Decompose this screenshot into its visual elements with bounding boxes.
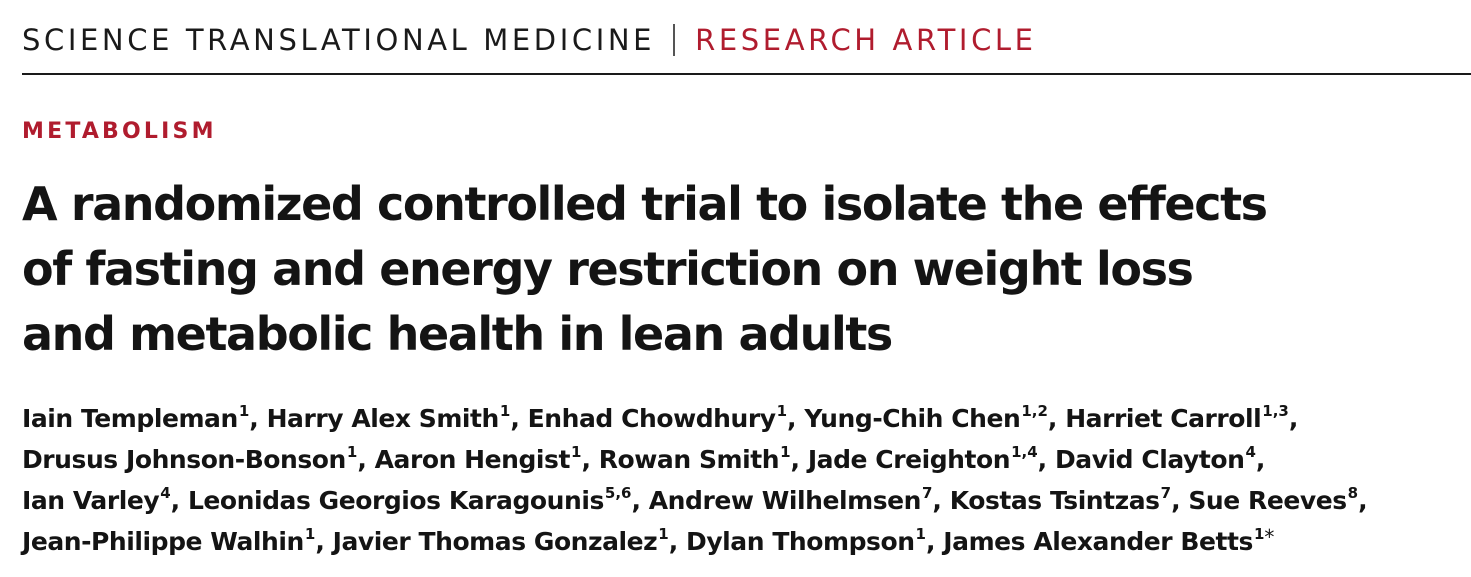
author-name: Harriet Carroll1,3 (1065, 402, 1289, 434)
affiliation-mark: 1 (1253, 525, 1265, 543)
affiliation-mark: 1,4 (1011, 443, 1038, 461)
author-name: Drusus Johnson-Bonson1 (22, 443, 358, 475)
affiliation-mark: 1,2 (1021, 402, 1048, 420)
author-name: Harry Alex Smith1 (266, 402, 511, 434)
author-name: Dylan Thompson1 (686, 525, 926, 557)
author-name: Rowan Smith1 (598, 443, 791, 475)
affiliation-mark: 1 (499, 402, 511, 420)
author-name: Sue Reeves8 (1188, 484, 1359, 516)
affiliation-mark: 1 (658, 525, 669, 543)
affiliation-mark: 7 (1160, 484, 1172, 502)
journal-name: SCIENCE TRANSLATIONAL MEDICINE (22, 23, 656, 57)
journal-header: SCIENCE TRANSLATIONAL MEDICINE RESEARCH … (22, 20, 1037, 60)
affiliation-mark: 1 (238, 402, 250, 420)
author-line: Iain Templeman1, Harry Alex Smith1, Enha… (22, 402, 1298, 434)
author-name: Enhad Chowdhury1 (527, 402, 788, 434)
corresponding-author-mark: * (1264, 525, 1274, 549)
title-line: A randomized controlled trial to isolate… (22, 177, 1268, 231)
affiliation-mark: 4 (1245, 443, 1256, 461)
affiliation-mark: 1 (780, 443, 791, 461)
affiliation-mark: 7 (921, 484, 933, 502)
header-rule (22, 73, 1471, 75)
affiliation-mark: 5,6 (604, 484, 632, 502)
author-name: Kostas Tsintzas7 (949, 484, 1172, 516)
affiliation-mark: 1 (776, 402, 788, 420)
title-line: and metabolic health in lean adults (22, 307, 893, 361)
article-title: A randomized controlled trial to isolate… (22, 172, 1268, 367)
affiliation-mark: 1 (571, 443, 582, 461)
author-list: Iain Templeman1, Harry Alex Smith1, Enha… (22, 398, 1462, 562)
affiliation-mark: 8 (1347, 484, 1359, 502)
article-type: RESEARCH ARTICLE (695, 23, 1037, 57)
author-name: Ian Varley4 (22, 484, 171, 516)
affiliation-mark: 1 (304, 525, 316, 543)
author-name: David Clayton4 (1054, 443, 1256, 475)
affiliation-mark: 1,3 (1262, 402, 1289, 420)
author-name: Andrew Wilhelmsen7 (648, 484, 933, 516)
section-label: METABOLISM (22, 119, 217, 144)
author-name: Iain Templeman1 (22, 402, 250, 434)
author-name: Yung-Chih Chen1,2 (804, 402, 1048, 434)
title-line: of fasting and energy restriction on wei… (22, 242, 1194, 296)
author-name: Jean-Philippe Walhin1 (22, 525, 316, 557)
author-name: Aaron Hengist1 (374, 443, 582, 475)
author-name: Javier Thomas Gonzalez1 (332, 525, 669, 557)
affiliation-mark: 1 (915, 525, 926, 543)
affiliation-mark: 4 (160, 484, 171, 502)
author-name: James Alexander Betts1* (943, 525, 1274, 557)
header-separator (673, 24, 676, 56)
affiliation-mark: 1 (346, 443, 358, 461)
author-name: Jade Creighton1,4 (807, 443, 1038, 475)
author-line: Ian Varley4, Leonidas Georgios Karagouni… (22, 484, 1368, 516)
author-line: Jean-Philippe Walhin1, Javier Thomas Gon… (22, 525, 1274, 557)
author-line: Drusus Johnson-Bonson1, Aaron Hengist1, … (22, 443, 1265, 475)
author-name: Leonidas Georgios Karagounis5,6 (187, 484, 632, 516)
